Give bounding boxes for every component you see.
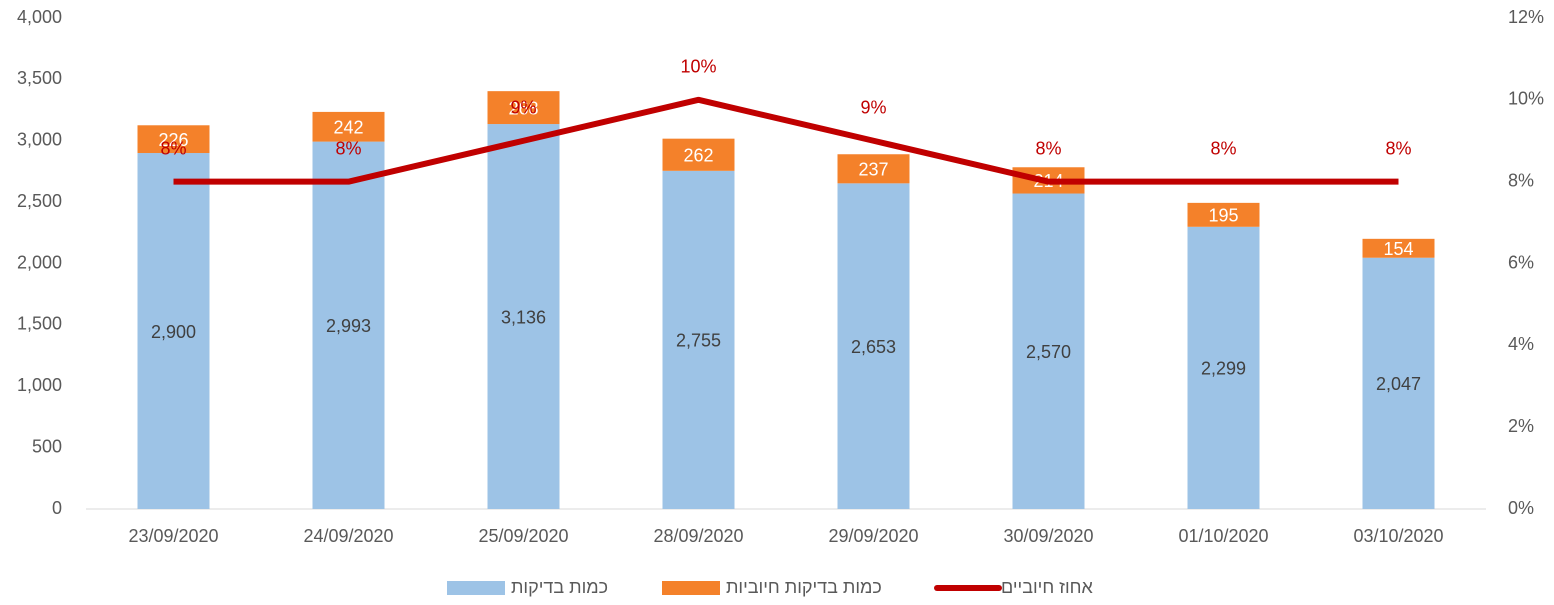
y-tick-label: 1,000 <box>17 375 62 395</box>
bar-segment <box>137 125 210 154</box>
line-label: 9% <box>510 98 536 118</box>
x-tick-label: 23/09/2020 <box>128 526 218 546</box>
data-label: 268 <box>508 98 538 118</box>
y-tick-label: 0 <box>52 498 62 518</box>
data-label: 262 <box>683 145 713 165</box>
x-tick-label: 03/10/2020 <box>1353 526 1443 546</box>
data-label: 242 <box>333 118 363 138</box>
data-label: 2,993 <box>326 316 371 336</box>
legend-label: אחוז חיוביים <box>1001 577 1094 597</box>
bar-segment <box>487 124 560 509</box>
y2-tick-label: 12% <box>1508 7 1544 27</box>
data-label: 226 <box>158 130 188 150</box>
y-tick-label: 500 <box>32 436 62 456</box>
y-tick-label: 3,500 <box>17 68 62 88</box>
legend-label: כמות בדיקות <box>511 577 608 597</box>
line-label: 8% <box>1035 138 1061 158</box>
y2-tick-label: 2% <box>1508 416 1534 436</box>
bar-segment <box>837 183 910 510</box>
y2-tick-label: 10% <box>1508 89 1544 109</box>
bar-segment <box>662 138 735 171</box>
bar-segment <box>1187 202 1260 227</box>
y2-tick-label: 0% <box>1508 498 1534 518</box>
bar-segment <box>312 141 385 509</box>
data-label: 3,136 <box>501 307 546 327</box>
line-label: 9% <box>860 98 886 118</box>
y-tick-label: 4,000 <box>17 7 62 27</box>
x-tick-label: 28/09/2020 <box>653 526 743 546</box>
data-label: 154 <box>1383 239 1413 259</box>
bar-segment <box>1187 226 1260 510</box>
x-tick-label: 25/09/2020 <box>478 526 568 546</box>
x-tick-label: 30/09/2020 <box>1003 526 1093 546</box>
legend-swatch <box>662 581 720 595</box>
y2-tick-label: 4% <box>1508 334 1534 354</box>
line-label: 8% <box>160 138 186 158</box>
y-tick-label: 2,000 <box>17 252 62 272</box>
data-label: 2,653 <box>851 337 896 357</box>
y2-tick-label: 8% <box>1508 170 1534 190</box>
x-tick-label: 29/09/2020 <box>828 526 918 546</box>
legend-swatch <box>447 581 505 595</box>
bar-segment <box>1362 257 1435 509</box>
bar-segment <box>662 170 735 510</box>
data-label: 2,755 <box>676 331 721 351</box>
bar-segment <box>487 91 560 125</box>
line-label: 8% <box>335 138 361 158</box>
line-label: 8% <box>1385 138 1411 158</box>
y2-tick-label: 6% <box>1508 252 1534 272</box>
bar-segment <box>1012 193 1085 509</box>
line-label: 10% <box>680 57 716 77</box>
x-tick-label: 24/09/2020 <box>303 526 393 546</box>
bar-segment <box>312 111 385 142</box>
data-label: 237 <box>858 160 888 180</box>
line-label: 8% <box>1210 138 1236 158</box>
y-tick-label: 3,000 <box>17 130 62 150</box>
data-label: 2,900 <box>151 322 196 342</box>
bar-segment <box>1362 238 1435 258</box>
bar-segment <box>837 154 910 184</box>
data-label: 2,570 <box>1026 342 1071 362</box>
data-label: 2,047 <box>1376 374 1421 394</box>
y-tick-label: 1,500 <box>17 314 62 334</box>
x-tick-label: 01/10/2020 <box>1178 526 1268 546</box>
line-series <box>173 96 1399 185</box>
y-tick-label: 2,500 <box>17 191 62 211</box>
legend-label: כמות בדיקות חיוביות <box>726 577 882 597</box>
bar-segment <box>137 153 210 509</box>
data-label: 2,299 <box>1201 359 1246 379</box>
data-label: 195 <box>1208 206 1238 226</box>
